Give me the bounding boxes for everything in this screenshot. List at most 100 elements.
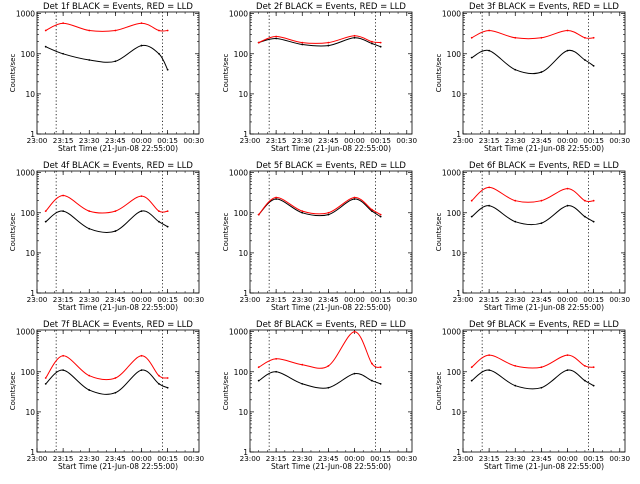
series-line-events: [258, 371, 381, 389]
panel-title: Det 2f BLACK = Events, RED = LLD: [256, 2, 406, 12]
data-point-events: [327, 44, 330, 47]
data-point-events: [166, 225, 169, 228]
x-tick-label: 00:15: [157, 454, 178, 463]
data-point-lld: [275, 357, 278, 360]
panel-title: Det 9f BLACK = Events, RED = LLD: [469, 320, 619, 330]
detector-panel-9: Det 9f BLACK = Events, RED = LLD 1 10 100 10…: [435, 320, 631, 471]
data-point-lld: [62, 22, 65, 25]
plot-frame: [36, 11, 200, 135]
data-point-lld: [470, 199, 473, 202]
y-tick-label: 1: [30, 448, 35, 457]
data-point-lld: [488, 186, 491, 189]
x-axis-label: Start Time (21-Jun-08 22:55:00): [484, 462, 604, 471]
x-tick-label: 23:00: [453, 454, 474, 463]
data-point-lld: [592, 366, 595, 369]
plot-frame: [249, 329, 413, 453]
y-tick-label: 100: [447, 209, 462, 218]
data-point-events: [540, 222, 543, 225]
data-point-lld: [566, 354, 569, 357]
data-point-lld: [88, 210, 91, 213]
data-point-lld: [592, 199, 595, 202]
x-axis-label: Start Time (21-Jun-08 22:55:00): [58, 303, 178, 312]
x-tick-label: 23:45: [318, 136, 339, 145]
x-tick-label: 00:00: [131, 454, 152, 463]
panel-title: Det 6f BLACK = Events, RED = LLD: [469, 161, 619, 171]
data-point-lld: [379, 213, 382, 216]
detector-panel-5: Det 5f BLACK = Events, RED = LLD 1 10 100 10…: [222, 161, 418, 312]
data-point-lld: [257, 366, 260, 369]
y-tick-label: 1: [456, 130, 461, 139]
data-point-lld: [592, 36, 595, 39]
data-point-events: [353, 372, 356, 375]
y-tick-label: 10: [451, 408, 461, 417]
x-tick-label: 23:30: [292, 136, 313, 145]
data-point-events: [62, 369, 65, 372]
x-axis-label: Start Time (21-Jun-08 22:55:00): [58, 462, 178, 471]
panel-title: Det 7f BLACK = Events, RED = LLD: [43, 320, 193, 330]
y-tick-label: 100: [234, 368, 249, 377]
y-tick-label: 1000: [229, 10, 248, 19]
data-point-events: [114, 230, 117, 232]
data-point-events: [371, 42, 373, 45]
data-point-lld: [301, 363, 304, 366]
data-point-lld: [566, 187, 569, 190]
series-line-lld: [45, 194, 168, 214]
y-tick-label: 100: [447, 50, 462, 59]
x-tick-label: 23:00: [240, 136, 261, 145]
y-tick-label: 1: [243, 289, 248, 298]
x-tick-label: 23:45: [105, 295, 126, 304]
x-tick-label: 23:45: [318, 295, 339, 304]
data-point-lld: [514, 365, 517, 367]
x-tick-label: 23:00: [27, 295, 48, 304]
series-line-events: [471, 369, 594, 390]
data-point-events: [158, 220, 160, 223]
data-point-events: [488, 204, 491, 207]
x-tick-label: 00:00: [557, 454, 578, 463]
data-point-lld: [514, 199, 517, 202]
x-tick-label: 00:30: [183, 295, 204, 304]
y-tick-label: 1: [456, 289, 461, 298]
data-point-lld: [140, 22, 143, 25]
plot-frame: [249, 170, 413, 294]
y-tick-label: 1: [243, 130, 248, 139]
x-tick-label: 23:30: [292, 454, 313, 463]
data-point-lld: [379, 41, 382, 44]
x-tick-label: 23:30: [79, 295, 100, 304]
x-tick-label: 00:30: [183, 454, 204, 463]
data-point-events: [44, 220, 47, 223]
x-tick-label: 00:30: [609, 454, 630, 463]
data-point-lld: [44, 29, 47, 32]
data-point-events: [371, 210, 373, 213]
y-tick-label: 10: [451, 249, 461, 258]
data-point-events: [353, 36, 356, 39]
series-line-lld: [471, 29, 594, 40]
detector-panel-2: Det 2f BLACK = Events, RED = LLD 1 10 100 10…: [222, 2, 418, 153]
data-point-lld: [158, 374, 160, 377]
x-tick-label: 00:30: [183, 136, 204, 145]
x-tick-label: 23:45: [531, 136, 552, 145]
y-tick-label: 10: [238, 408, 248, 417]
data-point-events: [257, 379, 260, 382]
x-axis-label: Start Time (21-Jun-08 22:55:00): [271, 303, 391, 312]
x-tick-label: 00:30: [396, 136, 417, 145]
data-point-events: [140, 210, 143, 213]
x-axis-label: Start Time (21-Jun-08 22:55:00): [484, 144, 604, 153]
data-point-lld: [301, 210, 304, 213]
y-tick-label: 10: [238, 249, 248, 258]
data-point-events: [470, 215, 473, 218]
series-line-events: [471, 49, 594, 75]
plot-frame: [462, 170, 626, 294]
data-point-events: [488, 369, 491, 372]
data-point-lld: [114, 377, 117, 379]
data-point-lld: [301, 41, 304, 44]
data-point-lld: [327, 365, 330, 367]
data-point-events: [488, 49, 491, 52]
x-tick-label: 00:00: [344, 454, 365, 463]
y-tick-label: 1: [243, 448, 248, 457]
x-tick-label: 23:30: [505, 136, 526, 145]
data-point-events: [275, 37, 278, 40]
x-tick-label: 23:15: [479, 454, 500, 463]
data-point-events: [592, 64, 595, 67]
data-point-lld: [566, 29, 569, 32]
